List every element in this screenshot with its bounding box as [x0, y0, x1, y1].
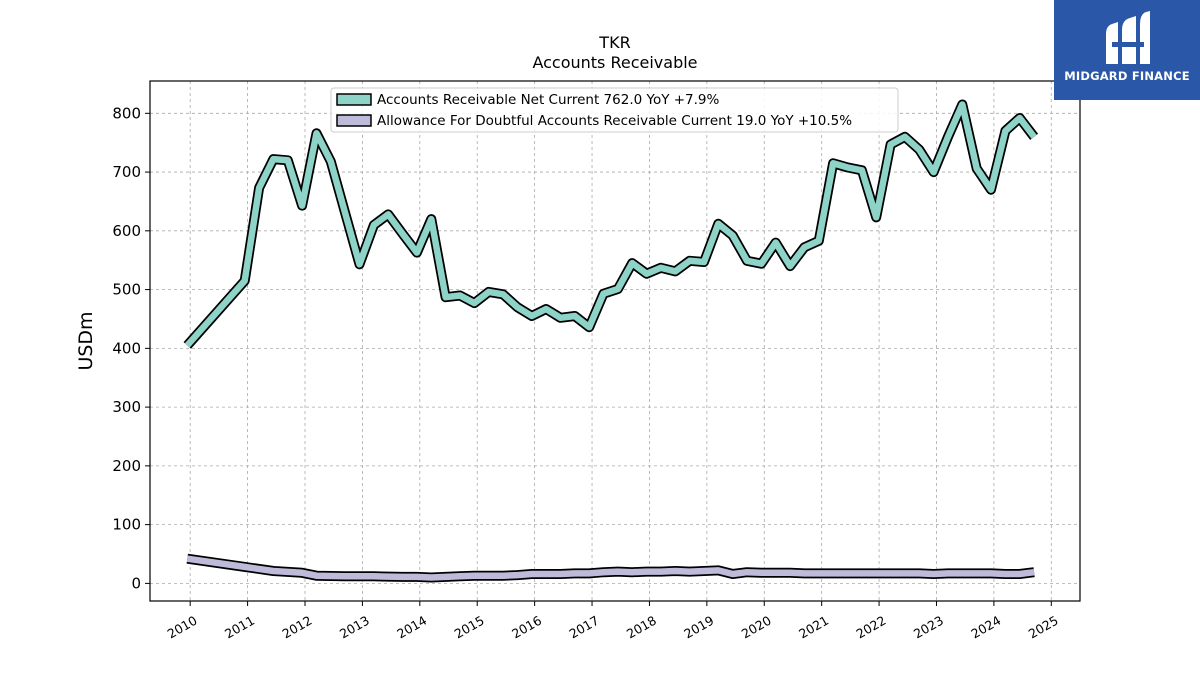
legend-box — [330, 87, 899, 133]
x-tick-label: 2011 — [222, 613, 257, 642]
y-tick-label: 600 — [112, 222, 141, 240]
x-tick-label: 2016 — [509, 613, 544, 642]
chart-title: TKR — [598, 33, 630, 52]
x-tick-label: 2022 — [854, 613, 889, 642]
x-tick-label: 2015 — [452, 613, 487, 642]
y-tick-label: 200 — [112, 457, 141, 475]
y-tick-label: 500 — [112, 281, 141, 299]
x-tick-label: 2013 — [337, 613, 372, 642]
legend-label-0: Accounts Receivable Net Current 762.0 Yo… — [377, 92, 720, 108]
y-axis-label: USDm — [75, 311, 97, 370]
legend-swatch-1 — [336, 114, 372, 127]
legend-label-1: Allowance For Doubtful Accounts Receivab… — [377, 113, 852, 129]
y-tick-label: 300 — [112, 398, 141, 416]
x-tick-label: 2021 — [796, 613, 831, 642]
y-tick-label: 0 — [131, 574, 141, 592]
series-group — [183, 99, 1039, 583]
x-tick-label: 2024 — [968, 613, 1003, 642]
y-tick-label: 400 — [112, 339, 141, 357]
x-tick-label: 2012 — [279, 613, 314, 642]
midgard-logo: MIDGARD FINANCE — [1054, 0, 1200, 100]
logo-text: MIDGARD FINANCE — [1064, 69, 1190, 83]
legend: Accounts Receivable Net Current 762.0 Yo… — [330, 87, 899, 133]
series-line-1 — [186, 555, 1035, 581]
x-tick-label: 2023 — [911, 613, 946, 642]
x-ticks: 2010 2011 2012 2013 2014 2015 2016 2017 2018 2019… — [165, 601, 1061, 642]
x-tick-label: 2014 — [394, 613, 429, 642]
y-tick-label: 800 — [112, 104, 141, 122]
chart-subtitle: Accounts Receivable — [532, 53, 697, 72]
x-tick-label: 2017 — [566, 613, 601, 642]
x-tick-label: 2020 — [739, 613, 774, 642]
series-line-0 — [184, 101, 1037, 348]
y-tick-label: 700 — [112, 163, 141, 181]
x-tick-label: 2018 — [624, 613, 659, 642]
y-tick-label: 100 — [112, 516, 141, 534]
y-ticks: 0 100 200 300 400 500 600 700 800 — [112, 104, 150, 592]
x-tick-label: 2025 — [1026, 613, 1061, 642]
x-tick-label: 2019 — [681, 613, 716, 642]
midgard-logo-icon — [1106, 11, 1150, 64]
legend-swatch-0 — [336, 93, 372, 106]
x-tick-label: 2010 — [165, 613, 200, 642]
plot-frame — [149, 80, 1081, 602]
